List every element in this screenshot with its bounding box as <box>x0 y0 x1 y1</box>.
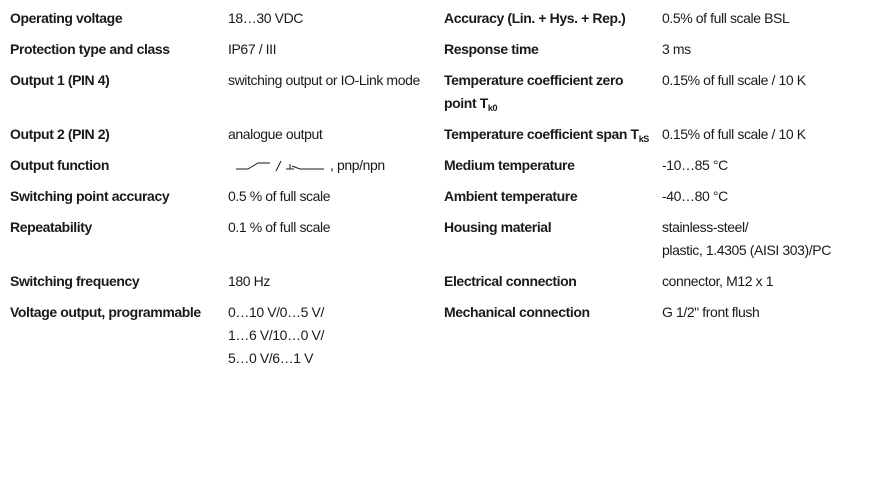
value-line: 0.5 % of full scale <box>228 188 331 204</box>
spec-row: Output 1 (PIN 4) switching output or IO-L… <box>10 66 882 120</box>
value-line: 0.15% of full scale / 10 K <box>662 126 806 142</box>
spec-value: 180 Hz <box>228 267 444 298</box>
spec-value: analogue output <box>228 120 444 151</box>
value-line: 0.15% of full scale / 10 K <box>662 72 806 88</box>
spec-label: Housing material <box>444 213 662 267</box>
spec-row: Output 2 (PIN 2) analogue output Temperatu… <box>10 120 882 151</box>
label-text: Output 1 (PIN 4) <box>10 72 110 88</box>
label-text: Accuracy (Lin. + Hys. + Rep.) <box>444 10 626 26</box>
spec-label: Temperature coefficient zero point Tk0 <box>444 66 662 120</box>
spec-value: 0.1 % of full scale <box>228 213 444 267</box>
value-line: 3 ms <box>662 41 691 57</box>
spec-label: Ambient temperature <box>444 182 662 213</box>
value-line: 180 Hz <box>228 273 270 289</box>
value-line: -10…85 °C <box>662 157 728 173</box>
value-line: 5…0 V/6…1 V <box>228 350 314 366</box>
value-line: switching output or IO-Link mode <box>228 72 420 88</box>
label-text: Output function <box>10 157 109 173</box>
output-function-symbols <box>236 161 324 172</box>
label-text: Temperature coefficient span T <box>444 126 639 142</box>
spec-label: Voltage output, programmable <box>10 298 228 375</box>
spec-value: , pnp/npn <box>228 151 444 182</box>
label-text: Protection type and class <box>10 41 170 57</box>
label-text: Switching frequency <box>10 273 140 289</box>
spec-label: Output function <box>10 151 228 182</box>
spec-row: Operating voltage 18…30 VDC Accuracy (Lin.… <box>10 4 882 35</box>
spec-value: 0.15% of full scale / 10 K <box>662 120 882 151</box>
spec-label: Accuracy (Lin. + Hys. + Rep.) <box>444 4 662 35</box>
value-line: G 1/2" front flush <box>662 304 760 320</box>
spec-label: Switching frequency <box>10 267 228 298</box>
value-line: stainless-steel/ <box>662 219 749 235</box>
spec-row: Repeatability 0.1 % of full scale Housing … <box>10 213 882 267</box>
spec-label: Temperature coefficient span TkS <box>444 120 662 151</box>
spec-label: Medium temperature <box>444 151 662 182</box>
value-line: 0.5% of full scale BSL <box>662 10 790 26</box>
label-text: Housing material <box>444 219 552 235</box>
spec-row: Protection type and class IP67 / III Respo… <box>10 35 882 66</box>
spec-value: 0.5 % of full scale <box>228 182 444 213</box>
spec-value: 18…30 VDC <box>228 4 444 35</box>
value-line: analogue output <box>228 126 323 142</box>
label-text: Mechanical connection <box>444 304 590 320</box>
spec-row: Switching frequency 180 Hz Electrical conn… <box>10 267 882 298</box>
spec-value: -40…80 °C <box>662 182 882 213</box>
spec-label: Electrical connection <box>444 267 662 298</box>
label-text: Operating voltage <box>10 10 123 26</box>
spec-value: stainless-steel/plastic, 1.4305 (AISI 30… <box>662 213 882 267</box>
label-text: Repeatability <box>10 219 92 235</box>
spec-label: Output 1 (PIN 4) <box>10 66 228 120</box>
value-line: connector, M12 x 1 <box>662 273 774 289</box>
spec-value: connector, M12 x 1 <box>662 267 882 298</box>
label-subscript: k0 <box>487 103 498 113</box>
spec-row: Switching point accuracy 0.5 % of full sc… <box>10 182 882 213</box>
spec-body: Operating voltage 18…30 VDC Accuracy (Lin.… <box>10 4 882 375</box>
label-text: Temperature coefficient zero point T <box>444 72 624 111</box>
spec-value: switching output or IO-Link mode <box>228 66 444 120</box>
spec-row: Output function , pnp/npn Medium temperatu… <box>10 151 882 182</box>
label-text: Output 2 (PIN 2) <box>10 126 110 142</box>
spec-value: 0.5% of full scale BSL <box>662 4 882 35</box>
spec-value: -10…85 °C <box>662 151 882 182</box>
label-text: Voltage output, programmable <box>10 304 201 320</box>
spec-label: Output 2 (PIN 2) <box>10 120 228 151</box>
spec-row: Voltage output, programmable 0…10 V/0…5 V… <box>10 298 882 375</box>
value-line: -40…80 °C <box>662 188 728 204</box>
spec-label: Operating voltage <box>10 4 228 35</box>
spec-label: Protection type and class <box>10 35 228 66</box>
label-text: Electrical connection <box>444 273 577 289</box>
value-line: 0…10 V/0…5 V/ <box>228 304 324 320</box>
spec-value: IP67 / III <box>228 35 444 66</box>
value-line: 18…30 VDC <box>228 10 303 26</box>
spec-label: Response time <box>444 35 662 66</box>
label-text: Ambient temperature <box>444 188 578 204</box>
spec-label: Switching point accuracy <box>10 182 228 213</box>
spec-value: 0.15% of full scale / 10 K <box>662 66 882 120</box>
spec-value: 0…10 V/0…5 V/1…6 V/10…0 V/5…0 V/6…1 V <box>228 298 444 375</box>
value-line: IP67 / III <box>228 41 277 57</box>
label-subscript: kS <box>638 134 650 144</box>
value-line: 1…6 V/10…0 V/ <box>228 327 324 343</box>
spec-table: Operating voltage 18…30 VDC Accuracy (Lin.… <box>10 4 882 375</box>
spec-value: 3 ms <box>662 35 882 66</box>
label-text: Switching point accuracy <box>10 188 170 204</box>
spec-label: Mechanical connection <box>444 298 662 375</box>
page: Operating voltage 18…30 VDC Accuracy (Lin.… <box>0 4 882 485</box>
spec-value: G 1/2" front flush <box>662 298 882 375</box>
label-text: Medium temperature <box>444 157 575 173</box>
spec-label: Repeatability <box>10 213 228 267</box>
label-text: Response time <box>444 41 539 57</box>
value-line: , pnp/npn <box>228 157 385 173</box>
value-line: plastic, 1.4305 (AISI 303)/PC <box>662 242 831 258</box>
value-line: 0.1 % of full scale <box>228 219 331 235</box>
